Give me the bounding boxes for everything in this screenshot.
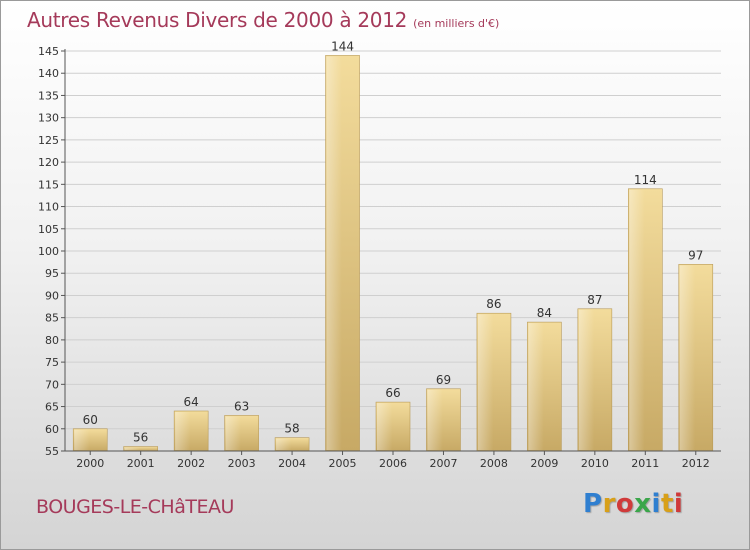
bar-highlight	[124, 447, 140, 450]
bar-highlight	[74, 429, 90, 450]
x-tick-label: 2001	[127, 457, 155, 470]
logo-letter: i	[673, 489, 684, 519]
bar-value-label: 64	[184, 395, 199, 409]
x-tick-label: 2003	[228, 457, 256, 470]
bar-value-label: 56	[133, 431, 148, 445]
bar-value-label: 87	[587, 293, 602, 307]
y-tick-label: 145	[38, 45, 59, 58]
y-tick-label: 60	[45, 423, 59, 436]
bar-highlight	[175, 412, 191, 450]
x-tick-label: 2005	[329, 457, 357, 470]
bar-highlight	[679, 265, 696, 450]
bar-value-label: 69	[436, 373, 451, 387]
y-tick-label: 115	[38, 178, 59, 191]
y-tick-label: 70	[45, 378, 59, 391]
bar-highlight	[276, 438, 292, 450]
bar-value-label: 66	[385, 386, 400, 400]
axes	[61, 49, 721, 455]
title-text: Autres Revenus Divers de 2000 à 2012	[27, 8, 408, 32]
bar-highlight	[629, 189, 645, 450]
y-tick-label: 95	[45, 267, 59, 280]
bar-highlight	[427, 389, 443, 450]
bar-value-label: 144	[331, 39, 354, 53]
y-tick-label: 75	[45, 356, 59, 369]
x-tick-label: 2004	[278, 457, 306, 470]
proxiti-logo: Proxiti	[583, 489, 683, 519]
y-tick-label: 55	[45, 445, 59, 458]
logo-letter: x	[634, 489, 652, 519]
chart-title: Autres Revenus Divers de 2000 à 2012 (en …	[27, 8, 499, 32]
bar-value-label: 114	[634, 173, 657, 187]
bar-value-label: 58	[284, 422, 299, 436]
y-tick-label: 90	[45, 289, 59, 302]
x-tick-label: 2011	[631, 457, 659, 470]
bar-highlight	[377, 403, 393, 450]
y-tick-label: 80	[45, 334, 59, 347]
y-tick-label: 105	[38, 223, 59, 236]
x-tick-label: 2007	[429, 457, 457, 470]
bar-highlight	[477, 314, 494, 450]
x-tick-label: 2010	[581, 457, 609, 470]
bar-value-labels: 60 56 64 63 58 144 66 69 86 84 87 114 97	[83, 39, 704, 444]
y-tick-label: 120	[38, 156, 59, 169]
x-tick-label: 2009	[530, 457, 558, 470]
bar-highlight	[326, 56, 342, 450]
bar-value-label: 86	[486, 297, 501, 311]
y-tick-labels: 55 60 65 70 75 80 85 90 95 100 105 110 115 120 125 130 1…	[38, 45, 59, 458]
bar-highlight	[225, 416, 241, 450]
y-tick-label: 135	[38, 89, 59, 102]
x-tick-label: 2012	[682, 457, 710, 470]
bar-value-label: 84	[537, 306, 552, 320]
bar-value-label: 97	[688, 248, 703, 262]
y-tick-label: 100	[38, 245, 59, 258]
logo-letter: i	[651, 489, 661, 519]
bar-value-label: 63	[234, 399, 249, 413]
y-tick-label: 125	[38, 134, 59, 147]
x-tick-label: 2002	[177, 457, 205, 470]
x-tick-label: 2000	[76, 457, 104, 470]
x-tick-labels: 2000 2001 2002 2003 2004 2005 2006 2007 2008 2009…	[76, 457, 710, 470]
bars	[72, 55, 714, 452]
place-name: BOUGES-LE-CHâTEAU	[36, 496, 234, 518]
y-tick-label: 65	[45, 401, 59, 414]
bar-value-label: 60	[83, 413, 98, 427]
logo-letter: o	[615, 489, 635, 519]
x-tick-label: 2006	[379, 457, 407, 470]
logo-letter: t	[660, 489, 674, 519]
chart-subtitle: (en milliers d'€)	[413, 17, 500, 30]
y-tick-label: 140	[38, 67, 59, 80]
logo-letter: P	[583, 489, 603, 519]
y-tick-label: 110	[38, 201, 59, 214]
bar-highlight	[578, 309, 595, 450]
x-tick-label: 2008	[480, 457, 508, 470]
y-tick-label: 85	[45, 312, 59, 325]
bar-highlight	[528, 323, 544, 450]
y-tick-label: 130	[38, 112, 59, 125]
logo-letter: r	[602, 489, 616, 519]
